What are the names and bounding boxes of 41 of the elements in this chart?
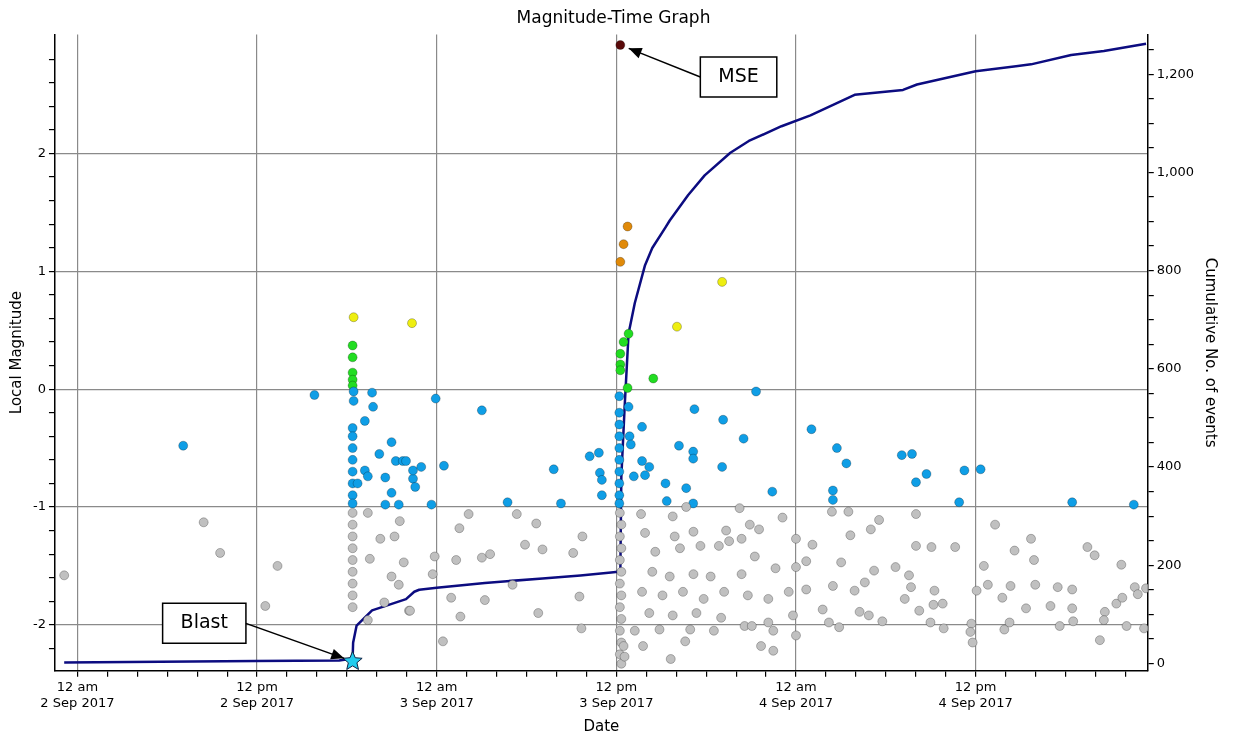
x-tick-label: 12 pm 3 Sep 2017	[579, 678, 654, 710]
y-tick-label: 2	[37, 144, 46, 160]
y-tick-label: -1	[32, 498, 46, 514]
point	[347, 352, 358, 363]
y-tick-label: 0	[37, 380, 46, 396]
x-tick-label: 12 pm 2 Sep 2017	[220, 678, 295, 710]
point	[348, 312, 359, 323]
x-tick-label: 12 pm 4 Sep 2017	[938, 678, 1013, 710]
y2-tick-label: 0	[1156, 654, 1166, 670]
y2-tick-label: 600	[1156, 360, 1182, 376]
annotation: MSE	[718, 63, 759, 86]
chart-title: Magnitude-Time Graph	[516, 6, 711, 27]
point	[623, 328, 634, 339]
point	[615, 40, 626, 51]
point	[347, 340, 358, 351]
point	[618, 336, 629, 347]
point	[407, 318, 417, 329]
x-tick-label: 12 am 2 Sep 2017	[40, 678, 115, 710]
y2-axis-title: Cumulative No. of events	[1202, 257, 1221, 448]
x-tick-label: 12 am 3 Sep 2017	[399, 678, 474, 710]
y2-tick-label: 200	[1156, 556, 1182, 572]
y-tick-label: -2	[32, 616, 46, 632]
annotation: Blast	[180, 610, 228, 633]
y2-tick-label: 1,200	[1156, 65, 1194, 81]
point	[618, 239, 629, 250]
point	[717, 276, 728, 287]
point	[622, 221, 633, 232]
y-tick-label: 1	[37, 262, 46, 278]
x-axis-title: Date	[583, 716, 620, 735]
y2-tick-label: 1,000	[1156, 163, 1194, 179]
point	[342, 650, 363, 670]
point	[615, 256, 626, 267]
point	[615, 365, 626, 376]
y2-tick-label: 400	[1156, 458, 1182, 474]
y2-tick-label: 800	[1156, 261, 1182, 277]
y-axis-title: Local Magnitude	[6, 291, 25, 415]
point	[622, 382, 633, 393]
point	[648, 373, 659, 384]
point	[615, 348, 626, 359]
x-tick-label: 12 am 4 Sep 2017	[758, 678, 834, 710]
point	[671, 321, 682, 332]
